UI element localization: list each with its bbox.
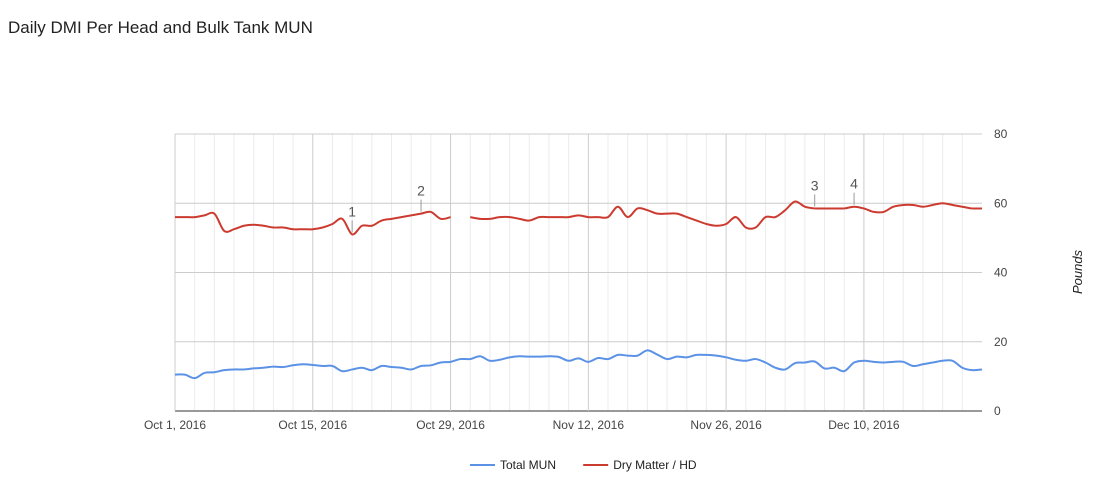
series-lines — [174, 200, 983, 380]
x-tick-label: Nov 26, 2016 — [690, 418, 762, 432]
series-line-dry-matter-hd — [175, 210, 451, 236]
x-tick-label: Dec 10, 2016 — [828, 418, 900, 432]
y-tick-label: 0 — [994, 404, 1001, 418]
y-axis-ticks: 0 20 40 60 80 — [994, 127, 1008, 418]
x-tick-label: Nov 12, 2016 — [553, 418, 625, 432]
annotation-label: 3 — [811, 177, 819, 193]
annotation-label: 4 — [850, 176, 858, 192]
series-line-dry-matter-hd — [470, 200, 983, 230]
series-line-total-mun — [174, 349, 983, 380]
chart-title: Daily DMI Per Head and Bulk Tank MUN — [8, 18, 313, 37]
y-axis-title: Pounds — [1070, 249, 1085, 294]
y-tick-label: 20 — [994, 335, 1008, 349]
y-tick-label: 80 — [994, 127, 1008, 141]
x-tick-label: Oct 1, 2016 — [144, 418, 206, 432]
x-tick-label: Oct 29, 2016 — [416, 418, 485, 432]
legend-label-total-mun: Total MUN — [500, 458, 556, 472]
y-tick-label: 60 — [994, 196, 1008, 210]
legend-label-dry-matter-hd: Dry Matter / HD — [613, 458, 697, 472]
x-tick-label: Oct 15, 2016 — [278, 418, 347, 432]
legend[interactable]: Total MUN Dry Matter / HD — [470, 458, 697, 472]
y-tick-label: 40 — [994, 266, 1008, 280]
x-axis-ticks: Oct 1, 2016 Oct 15, 2016 Oct 29, 2016 Nov 1… — [144, 418, 900, 432]
annotation-label: 2 — [417, 183, 425, 199]
annotation-label: 1 — [348, 203, 356, 219]
major-gridlines — [174, 133, 982, 412]
annotations: 1 2 3 4 — [348, 176, 858, 233]
